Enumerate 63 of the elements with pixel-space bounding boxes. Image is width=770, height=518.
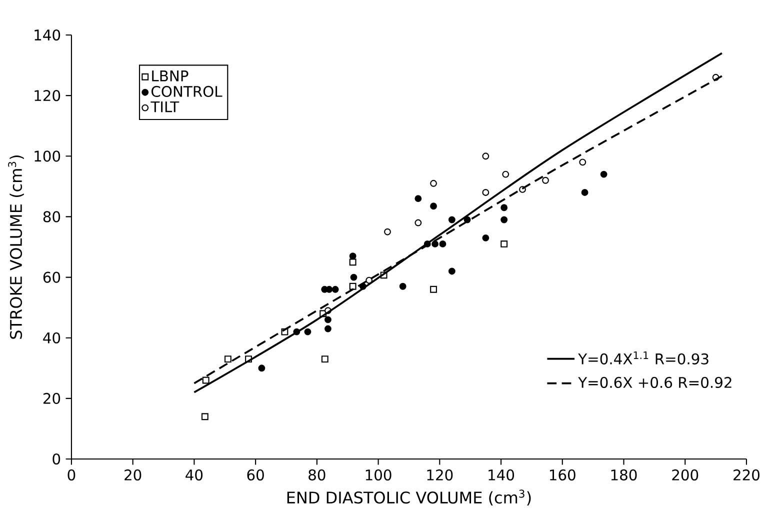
point — [324, 316, 332, 324]
point — [500, 204, 508, 212]
x-tick-label: 100 — [366, 469, 392, 480]
legend-label: TILT — [150, 101, 180, 112]
point — [600, 170, 608, 178]
legend-label: CONTROL — [152, 86, 222, 97]
x-tick-label: 20 — [124, 469, 142, 480]
point — [432, 240, 439, 248]
y-tick-label: 140 — [34, 29, 60, 41]
x-tick-label: 0 — [68, 469, 76, 480]
y-tick-label: 40 — [43, 332, 60, 344]
x-tick-label: 160 — [550, 469, 576, 480]
legend-label: LBNP — [152, 70, 188, 82]
y-tick-label: 100 — [34, 150, 60, 162]
point — [349, 258, 356, 266]
point — [258, 364, 266, 372]
point — [448, 216, 456, 224]
point — [448, 268, 456, 275]
point — [581, 189, 588, 196]
point — [482, 234, 490, 242]
point — [349, 282, 356, 290]
x-tick-label: 220 — [734, 469, 760, 480]
point — [384, 228, 391, 236]
point — [321, 356, 328, 363]
point — [430, 286, 437, 293]
point — [201, 413, 208, 420]
point — [202, 376, 210, 384]
y-tick-label: 0 — [52, 453, 60, 465]
x-tick-label: 120 — [427, 469, 453, 480]
point — [482, 189, 490, 196]
point — [224, 356, 232, 363]
legend-label: Y=0.6X +0.6 R=0.92 — [578, 376, 732, 388]
y-tick-label: 120 — [34, 90, 60, 102]
point — [482, 152, 490, 160]
y-tick-label: 20 — [43, 392, 60, 404]
point — [349, 252, 356, 260]
legend-label: Y=0.4X$^{1.1}$ R=0.93 — [578, 351, 708, 364]
x-tick-label: 60 — [247, 469, 264, 480]
x-tick-label: 180 — [611, 469, 637, 480]
point — [414, 195, 422, 202]
point — [304, 328, 312, 336]
point — [500, 240, 508, 248]
y-tick-label: 80 — [43, 211, 60, 222]
point — [326, 286, 333, 293]
point — [350, 274, 358, 281]
x-axis-title: END DIASTOLIC VOLUME (cm$^{3}$) — [287, 490, 531, 506]
y-tick-label: 60 — [43, 272, 60, 283]
point — [399, 282, 406, 290]
x-tick-label: 40 — [186, 469, 203, 480]
point — [502, 170, 510, 178]
x-tick-label: 200 — [672, 469, 698, 480]
point — [579, 158, 586, 166]
point — [500, 216, 508, 224]
point — [542, 176, 549, 184]
point — [414, 219, 422, 226]
point — [430, 180, 437, 187]
x-tick-label: 140 — [488, 469, 514, 480]
point — [439, 240, 446, 248]
x-tick-label: 80 — [308, 469, 326, 480]
y-axis-title: STROKE VOLUME (cm$^{3}$) — [8, 156, 24, 339]
point — [324, 325, 332, 332]
point — [430, 202, 437, 210]
point — [332, 286, 339, 293]
